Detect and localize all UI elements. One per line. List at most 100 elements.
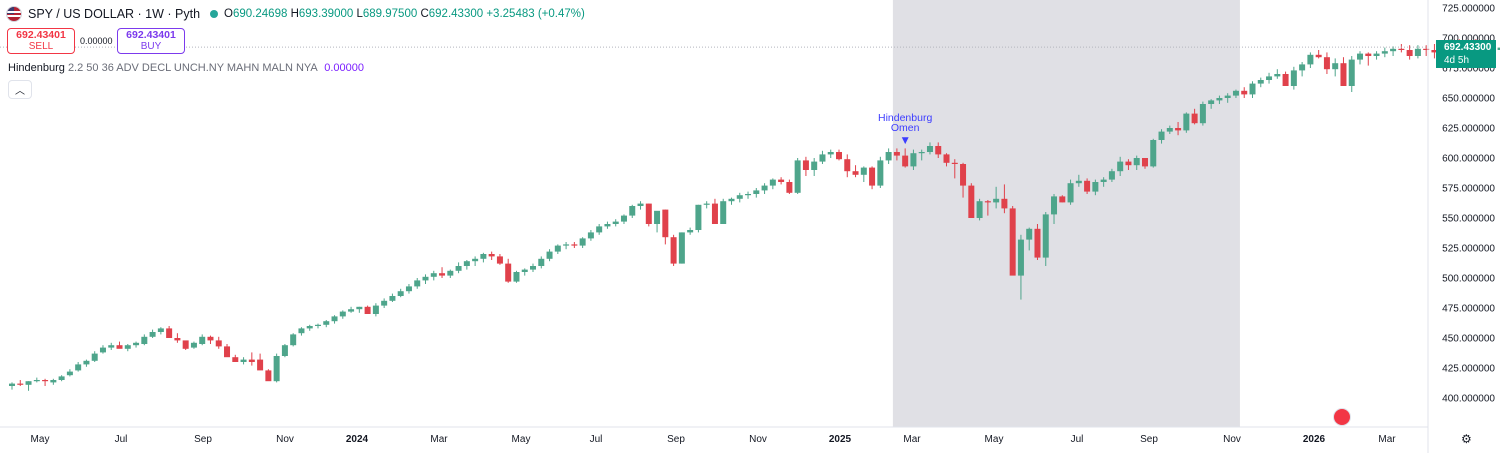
- open-value: 690.24698: [233, 8, 288, 20]
- indicator-legend[interactable]: Hindenburg 2.2 50 36 ADV DECL UNCH.NY MA…: [8, 62, 364, 74]
- sell-button[interactable]: 692.43401 SELL: [7, 28, 75, 54]
- candle-body: [17, 383, 24, 385]
- candle-body: [488, 254, 495, 257]
- candle-body: [1100, 179, 1107, 182]
- candle-body: [794, 160, 801, 193]
- price-axis-label: 575.000000: [1442, 184, 1495, 195]
- price-axis-label: 650.000000: [1442, 94, 1495, 105]
- candle-body: [331, 316, 338, 322]
- candles-layer: [9, 39, 1500, 391]
- chevron-up-icon[interactable]: ︿: [8, 80, 32, 99]
- candle-body: [678, 232, 685, 264]
- settings-icon[interactable]: ⚙: [1461, 432, 1472, 446]
- time-axis-label: Sep: [667, 434, 685, 445]
- candle-body: [439, 273, 446, 276]
- price-axis[interactable]: 725.000000 700.000000 675.000000 650.000000…: [1442, 4, 1495, 405]
- candle-body: [339, 311, 346, 317]
- time-axis[interactable]: May Jul Sep Nov 2024 Mar May Jul Sep Nov 2025 Mar Ma…: [31, 434, 1397, 445]
- candle-body: [166, 328, 173, 338]
- time-axis-label: 2026: [1303, 434, 1326, 445]
- candle-body: [604, 224, 611, 227]
- change-value: +3.25483 (+0.47%): [486, 8, 585, 20]
- time-axis-label: Sep: [194, 434, 212, 445]
- current-price-value: 692.43300: [1444, 42, 1492, 53]
- candle-body: [1340, 63, 1347, 86]
- candle-body: [116, 345, 123, 349]
- candle-body: [149, 332, 156, 337]
- candle-body: [918, 152, 925, 154]
- indicator-value: 0.00000: [324, 62, 364, 74]
- candle-body: [753, 190, 760, 194]
- candle-body: [190, 342, 197, 348]
- candle-body: [1017, 239, 1024, 276]
- market-status-icon[interactable]: [210, 10, 219, 18]
- candle-body: [662, 209, 669, 238]
- candle-body: [455, 266, 462, 271]
- candle-body: [1365, 53, 1372, 56]
- price-axis-label: 475.000000: [1442, 304, 1495, 315]
- candle-body: [1282, 74, 1289, 86]
- candle-body: [381, 300, 388, 306]
- candle-body: [108, 345, 115, 348]
- candle-body: [1224, 95, 1231, 98]
- candle-body: [1001, 198, 1008, 209]
- candle-body: [620, 215, 627, 222]
- candle-body: [273, 356, 280, 382]
- candle-body: [1150, 140, 1157, 167]
- hindenburg-annotation: Hindenburg Omen ▼: [878, 112, 932, 146]
- candle-body: [1232, 90, 1239, 96]
- candle-body: [224, 346, 231, 358]
- candle-body: [66, 371, 73, 376]
- candle-body: [1158, 131, 1165, 140]
- time-axis-label: Nov: [276, 434, 294, 445]
- time-axis-label: Jul: [1071, 434, 1084, 445]
- price-axis-label: 700.000000: [1442, 34, 1495, 45]
- candle-body: [141, 336, 148, 344]
- candle-body: [447, 270, 454, 276]
- candle-body: [811, 161, 818, 170]
- candle-body: [414, 280, 421, 287]
- candle-body: [1216, 98, 1223, 101]
- candle-body: [1423, 48, 1430, 50]
- candle-body: [703, 203, 710, 205]
- candle-body: [281, 345, 288, 356]
- candle-body: [695, 204, 702, 230]
- symbol-title[interactable]: SPY / US DOLLAR · 1W · Pyth: [28, 7, 201, 21]
- shaded-region: [892, 0, 1240, 427]
- candle-body: [984, 201, 991, 203]
- candle-body: [513, 272, 520, 282]
- candle-body: [463, 261, 470, 266]
- candle-body: [1108, 171, 1115, 180]
- candle-body: [99, 347, 106, 353]
- spread-value: 0.00000: [80, 36, 113, 46]
- candle-body: [364, 306, 371, 314]
- candle-body: [430, 273, 437, 277]
- candle-body: [1141, 158, 1148, 167]
- price-axis-label: 675.000000: [1442, 64, 1495, 75]
- candle-body: [844, 159, 851, 172]
- candle-body: [893, 152, 900, 156]
- symbol-header[interactable]: SPY / US DOLLAR · 1W · Pyth O690.24698 H…: [6, 5, 585, 23]
- candle-body: [629, 206, 636, 216]
- candle-body: [869, 167, 876, 186]
- candle-body: [827, 152, 834, 155]
- us-flag-icon: [6, 6, 22, 22]
- ohlc-values: O690.24698 H693.39000 L689.97500 C692.43…: [224, 8, 585, 20]
- candle-body: [207, 336, 214, 341]
- candle-body: [9, 383, 15, 386]
- candle-body: [1175, 128, 1182, 131]
- candle-body: [1414, 48, 1421, 56]
- time-axis-label: Jul: [590, 434, 603, 445]
- candle-body: [1315, 54, 1322, 58]
- candle-body: [1166, 128, 1173, 132]
- candle-body: [1406, 50, 1413, 56]
- candle-body: [348, 309, 355, 312]
- candle-body: [182, 340, 189, 349]
- candle-body: [596, 226, 603, 233]
- buy-button[interactable]: 692.43401 BUY: [117, 28, 185, 54]
- candle-body: [496, 256, 503, 264]
- price-axis-label: 625.000000: [1442, 124, 1495, 135]
- flag-icon[interactable]: [1333, 408, 1351, 426]
- candle-body: [240, 359, 247, 362]
